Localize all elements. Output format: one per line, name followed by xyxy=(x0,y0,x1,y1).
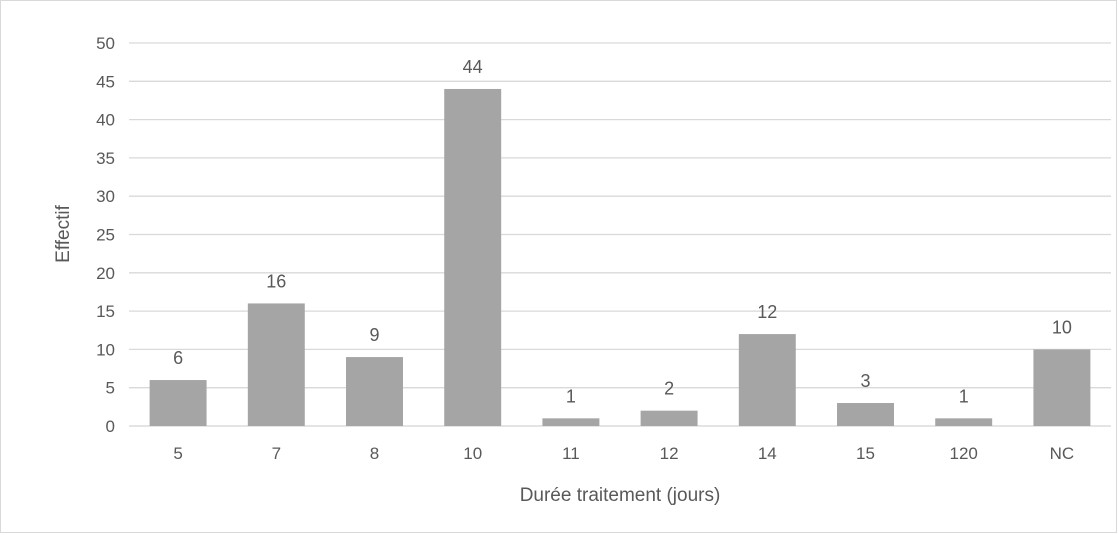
y-tick-label: 30 xyxy=(96,187,115,206)
x-axis-title: Durée traitement (jours) xyxy=(520,485,721,506)
x-tick-label: NC xyxy=(1050,444,1075,463)
bar xyxy=(542,418,600,426)
x-axis-ticks: 5 7 8 10 11 12 14 15 120 NC xyxy=(173,444,1074,463)
bar xyxy=(738,334,796,426)
bar xyxy=(935,418,993,426)
y-tick-label: 25 xyxy=(96,226,115,245)
x-tick-label: 7 xyxy=(272,444,281,463)
x-tick-label: 120 xyxy=(950,444,978,463)
data-label: 1 xyxy=(959,386,969,406)
data-label: 1 xyxy=(566,386,576,406)
data-label: 3 xyxy=(860,371,870,391)
bar xyxy=(247,303,305,426)
data-label: 2 xyxy=(664,379,674,399)
y-axis-ticks: 0 5 10 15 20 25 30 35 40 45 50 xyxy=(96,34,115,436)
data-label: 12 xyxy=(757,302,777,322)
bar xyxy=(837,403,894,426)
bars xyxy=(149,88,1091,427)
y-tick-label: 15 xyxy=(96,302,115,321)
x-tick-label: 12 xyxy=(660,444,679,463)
x-tick-label: 15 xyxy=(856,444,875,463)
bar xyxy=(346,357,403,426)
x-tick-label: 14 xyxy=(758,444,777,463)
y-tick-label: 0 xyxy=(106,417,115,436)
bar xyxy=(1033,349,1091,426)
y-tick-label: 50 xyxy=(96,34,115,53)
data-label: 9 xyxy=(369,325,379,345)
data-label: 6 xyxy=(173,348,183,368)
data-label: 44 xyxy=(463,57,483,77)
y-tick-label: 20 xyxy=(96,264,115,283)
y-tick-label: 10 xyxy=(96,340,115,359)
x-tick-label: 10 xyxy=(463,444,482,463)
data-label: 16 xyxy=(266,271,286,291)
bar xyxy=(640,410,698,426)
y-axis-title: Effectif xyxy=(53,204,74,262)
x-tick-label: 5 xyxy=(173,444,182,463)
y-tick-label: 35 xyxy=(96,149,115,168)
x-tick-label: 8 xyxy=(370,444,379,463)
bar xyxy=(444,88,502,427)
data-label: 10 xyxy=(1052,317,1072,337)
x-tick-label: 11 xyxy=(562,444,580,463)
y-tick-label: 45 xyxy=(96,72,115,91)
y-tick-label: 40 xyxy=(96,111,115,130)
bar xyxy=(149,380,207,426)
y-tick-label: 5 xyxy=(106,379,115,398)
